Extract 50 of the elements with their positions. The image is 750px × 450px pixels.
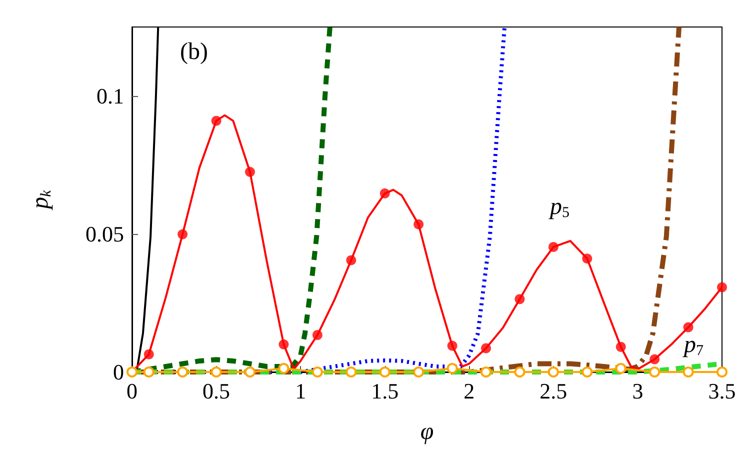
point (649, 366, 660, 378)
x-tick-label: 2 (464, 378, 475, 404)
point (582, 366, 593, 378)
x-tick-label: 2.5 (540, 378, 568, 404)
point (346, 255, 356, 266)
point (480, 366, 492, 378)
point (413, 366, 424, 378)
point (481, 343, 491, 354)
point (548, 242, 558, 252)
y-axis-title: pk (28, 190, 54, 211)
point (514, 366, 526, 378)
point (514, 294, 525, 304)
y-tick-label: 0.05 (86, 222, 124, 246)
point (178, 229, 188, 240)
point (126, 366, 138, 378)
point (716, 366, 728, 378)
point (582, 254, 592, 264)
point (682, 366, 694, 378)
point (312, 330, 322, 340)
point (245, 166, 255, 177)
point (177, 366, 188, 378)
point (447, 340, 458, 351)
point (210, 366, 222, 378)
y-tick-label: 0.1 (96, 84, 124, 108)
point (312, 366, 323, 378)
x-tick-label: 0.5 (202, 378, 230, 404)
x-tick-label: 3.5 (708, 378, 736, 404)
point (717, 282, 727, 292)
x-tick-label: 1.5 (371, 378, 399, 404)
point (346, 366, 357, 378)
point (548, 366, 559, 378)
point (414, 219, 424, 230)
x-axis-title: φ (420, 419, 434, 445)
point (380, 188, 390, 198)
point (446, 362, 458, 374)
point (278, 339, 289, 350)
point (616, 342, 626, 352)
x-tick-label: 3 (632, 378, 644, 404)
x-tick-label: 1 (295, 378, 306, 404)
point (244, 366, 256, 378)
point (379, 366, 390, 378)
point (143, 366, 154, 378)
point (278, 362, 290, 374)
point (615, 362, 626, 374)
point (144, 349, 154, 360)
annotation: (b) (180, 39, 208, 65)
point (683, 322, 694, 332)
point (650, 354, 660, 364)
y-tick-label: 0 (113, 360, 124, 384)
point (211, 116, 222, 126)
